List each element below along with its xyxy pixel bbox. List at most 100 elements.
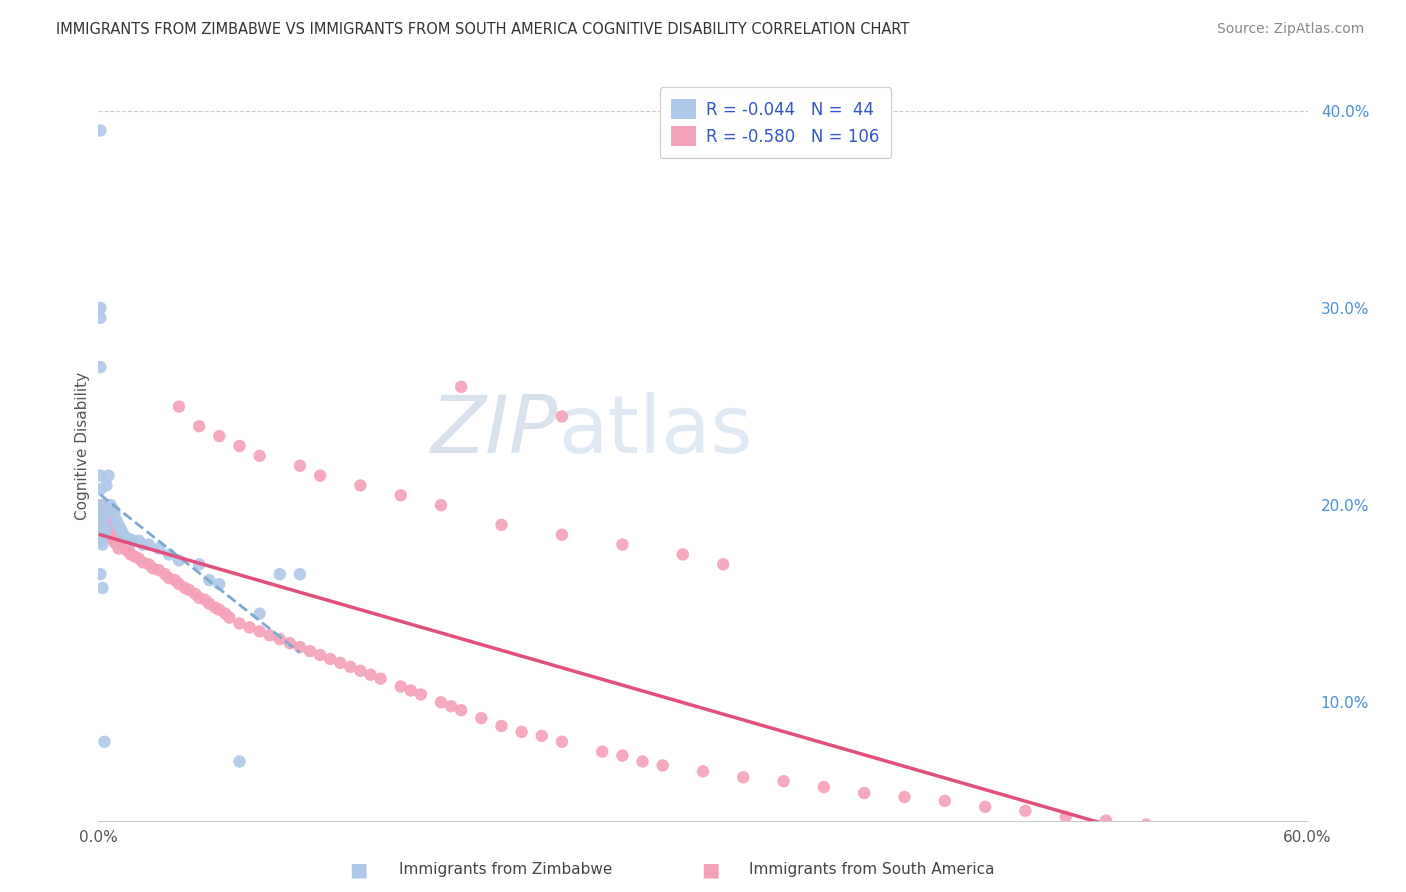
Point: [89, 498, 111, 512]
Point: [551, 409, 574, 424]
Point: [91, 498, 114, 512]
Point: [91, 581, 114, 595]
Point: [91, 514, 114, 528]
Point: [163, 573, 186, 587]
Point: [107, 541, 129, 556]
Point: [672, 548, 695, 562]
Point: [692, 764, 714, 779]
Point: [188, 591, 211, 605]
Point: [551, 527, 574, 541]
Point: [612, 748, 634, 763]
Point: [118, 532, 141, 546]
Point: [89, 498, 111, 512]
Point: [89, 468, 111, 483]
Point: [132, 538, 155, 552]
Point: [1095, 814, 1118, 828]
Point: [409, 688, 432, 702]
Point: [101, 517, 124, 532]
Point: [491, 517, 513, 532]
Point: [89, 522, 111, 536]
Text: ■: ■: [349, 860, 368, 880]
Point: [228, 439, 250, 453]
Point: [103, 506, 125, 520]
Point: [551, 735, 574, 749]
Point: [105, 514, 128, 528]
Point: [974, 800, 997, 814]
Point: [214, 607, 236, 621]
Point: [299, 644, 322, 658]
Point: [1175, 823, 1198, 838]
Point: [114, 530, 136, 544]
Point: [103, 522, 125, 536]
Point: [128, 533, 150, 548]
Point: [157, 571, 180, 585]
Point: [103, 535, 125, 549]
Point: [100, 527, 122, 541]
Point: [93, 527, 115, 541]
Point: [430, 498, 453, 512]
Point: [91, 527, 114, 541]
Point: [591, 745, 613, 759]
Point: [278, 636, 301, 650]
Point: [89, 310, 111, 325]
Point: [105, 525, 128, 540]
Point: [389, 488, 412, 502]
Point: [89, 301, 111, 315]
Point: [142, 561, 165, 575]
Point: [249, 607, 271, 621]
Point: [100, 498, 122, 512]
Point: [97, 510, 120, 524]
Point: [89, 522, 111, 536]
Point: [218, 610, 240, 624]
Point: [288, 640, 311, 654]
Point: [249, 624, 271, 639]
Point: [89, 123, 111, 137]
Point: [711, 558, 734, 572]
Text: ■: ■: [700, 860, 720, 880]
Text: ZIP: ZIP: [430, 392, 558, 470]
Point: [167, 553, 190, 567]
Point: [309, 468, 332, 483]
Point: [853, 786, 876, 800]
Point: [612, 538, 634, 552]
Point: [399, 683, 422, 698]
Point: [631, 755, 654, 769]
Point: [470, 711, 492, 725]
Point: [100, 514, 122, 528]
Point: [89, 483, 111, 497]
Point: [370, 672, 392, 686]
Point: [934, 794, 956, 808]
Text: Immigrants from South America: Immigrants from South America: [749, 863, 994, 877]
Point: [138, 538, 160, 552]
Point: [208, 602, 231, 616]
Point: [96, 508, 118, 522]
Point: [450, 380, 472, 394]
Point: [93, 508, 115, 522]
Point: [89, 508, 111, 522]
Point: [228, 755, 250, 769]
Point: [174, 581, 197, 595]
Point: [349, 664, 371, 678]
Point: [101, 502, 124, 516]
Point: [93, 735, 115, 749]
Point: [167, 577, 190, 591]
Point: [184, 587, 207, 601]
Point: [1216, 827, 1239, 841]
Point: [339, 660, 361, 674]
Point: [389, 680, 412, 694]
Point: [249, 449, 271, 463]
Point: [491, 719, 513, 733]
Point: [121, 533, 143, 548]
Point: [107, 517, 129, 532]
Point: [1054, 810, 1077, 824]
Point: [228, 616, 250, 631]
Point: [430, 695, 453, 709]
Point: [188, 558, 211, 572]
Point: [91, 538, 114, 552]
Point: [96, 478, 118, 492]
Point: [893, 789, 915, 804]
Point: [440, 699, 463, 714]
Point: [1256, 833, 1278, 847]
Point: [89, 508, 111, 522]
Text: Source: ZipAtlas.com: Source: ZipAtlas.com: [1216, 22, 1364, 37]
